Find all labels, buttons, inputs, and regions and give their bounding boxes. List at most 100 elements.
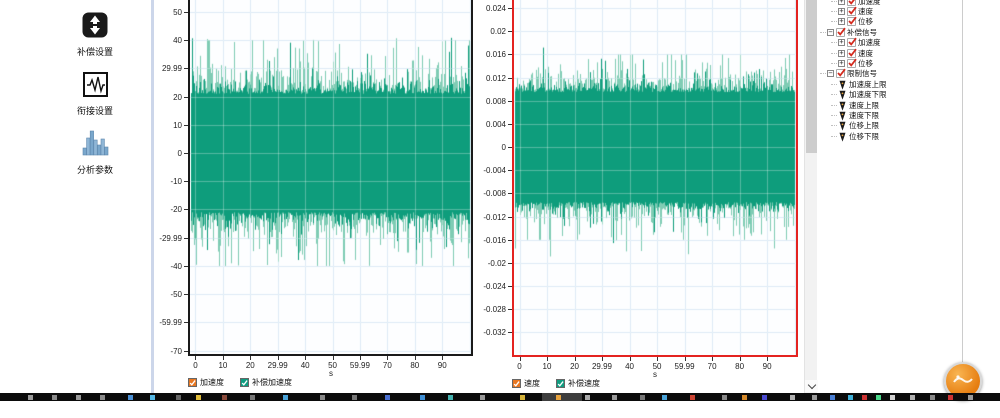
signal-checkbox-icon[interactable]	[836, 68, 846, 79]
taskbar-app-icon[interactable]	[762, 395, 767, 400]
tool-label: 分析参数	[76, 165, 113, 175]
signal-checkbox-icon[interactable]	[847, 6, 857, 16]
taskbar-app-icon[interactable]	[690, 395, 695, 400]
tree-item[interactable]: + 速度	[831, 6, 873, 16]
tree-item[interactable]: 速度上限	[831, 100, 879, 111]
taskbar-app-icon[interactable]	[612, 395, 617, 400]
taskbar-app-icon[interactable]	[556, 395, 561, 400]
tree-item[interactable]: 加速度下限	[831, 90, 887, 100]
tree-expand-toggle[interactable]: −	[827, 27, 834, 36]
tree-item[interactable]: 位移上限	[831, 121, 879, 131]
tree-item[interactable]: + 加速度	[831, 0, 881, 6]
taskbar-app-icon[interactable]	[100, 395, 105, 400]
waveform-canvas	[514, 0, 796, 355]
axis-tick	[414, 356, 416, 360]
taskbar-app-icon[interactable]	[520, 395, 525, 400]
taskbar-app-icon[interactable]	[910, 395, 915, 400]
taskbar-app-icon[interactable]	[352, 395, 357, 400]
x-tick-label: 10	[218, 361, 228, 370]
taskbar-app-icon[interactable]	[420, 395, 425, 400]
taskbar-app-icon[interactable]	[283, 395, 288, 400]
taskbar-app-icon[interactable]	[28, 395, 33, 400]
legend-checkbox[interactable]	[188, 378, 197, 387]
legend-checkbox[interactable]	[512, 379, 521, 388]
axis-tick	[184, 209, 188, 211]
tree-item[interactable]: + 位移	[831, 58, 873, 68]
tree-expand-toggle[interactable]: +	[838, 0, 845, 5]
taskbar-app-icon[interactable]	[385, 395, 390, 400]
taskbar-app-icon[interactable]	[890, 395, 895, 400]
axis-tick	[767, 357, 769, 361]
taskbar-app-icon[interactable]	[662, 395, 667, 400]
scrollbar-thumb[interactable]	[806, 0, 817, 153]
tree-item-label: 限制信号	[847, 69, 877, 79]
taskbar-app-icon[interactable]	[52, 395, 57, 400]
legend-checkbox[interactable]	[240, 378, 249, 387]
tree-item[interactable]: + 位移	[831, 16, 873, 27]
taskbar-app-icon[interactable]	[790, 395, 795, 400]
taskbar-app-icon[interactable]	[448, 395, 453, 400]
tree-item[interactable]: 速度下限	[831, 110, 879, 121]
taskbar-app-icon[interactable]	[742, 395, 747, 400]
tree-expand-toggle[interactable]: +	[838, 17, 845, 26]
tree-item[interactable]: 位移下限	[831, 131, 879, 142]
taskbar-app-icon[interactable]	[930, 395, 935, 400]
tree-item[interactable]: − 补偿信号	[820, 27, 877, 37]
taskbar-app-icon[interactable]	[848, 395, 853, 400]
taskbar-app-icon[interactable]	[250, 395, 255, 400]
tool-analysis-parameters[interactable]: 分析参数	[50, 126, 140, 176]
tree-expand-toggle[interactable]: +	[838, 58, 845, 67]
tool-compensation-settings[interactable]: 补偿设置	[50, 12, 140, 58]
taskbar-app-icon[interactable]	[640, 395, 645, 400]
taskbar-app-icon[interactable]	[480, 395, 485, 400]
tree-item[interactable]: + 加速度	[831, 37, 881, 48]
signal-checkbox-icon[interactable]	[847, 16, 857, 27]
legend-checkbox[interactable]	[556, 379, 565, 388]
taskbar-app-icon[interactable]	[830, 395, 835, 400]
axis-tick	[184, 294, 188, 296]
taskbar-active-slot[interactable]	[542, 393, 582, 401]
signal-checkbox-icon[interactable]	[847, 37, 857, 48]
tree-item[interactable]: + 速度	[831, 48, 873, 58]
taskbar-app-icon[interactable]	[862, 395, 867, 400]
taskbar-app-icon[interactable]	[196, 395, 201, 400]
x-tick-label: 59.99	[349, 361, 370, 370]
tree-expand-toggle[interactable]: +	[838, 38, 845, 47]
taskbar-app-icon[interactable]	[876, 395, 881, 400]
taskbar-app-icon[interactable]	[222, 395, 227, 400]
chart-legend: 速度 补偿速度	[512, 378, 600, 389]
signal-checkbox-icon[interactable]	[847, 48, 857, 58]
tree-item[interactable]: 加速度上限	[831, 79, 887, 90]
taskbar-app-icon[interactable]	[128, 395, 133, 400]
tool-link-settings[interactable]: 衔接设置	[50, 72, 140, 117]
tree-expand-toggle[interactable]: +	[838, 6, 845, 15]
taskbar-app-icon[interactable]	[320, 395, 325, 400]
axis-tick	[547, 357, 548, 361]
tree-expand-toggle[interactable]: +	[838, 48, 845, 57]
taskbar-app-icon[interactable]	[76, 395, 81, 400]
signal-checkbox-icon[interactable]	[847, 0, 856, 6]
taskbar-app-icon[interactable]	[150, 395, 155, 400]
x-tick-label: 50	[652, 362, 662, 371]
pen-icon	[838, 121, 847, 131]
taskbar-app-icon[interactable]	[812, 395, 817, 400]
tree-expand-toggle[interactable]: −	[827, 69, 834, 78]
x-tick-label: 70	[382, 361, 392, 370]
axis-tick	[442, 356, 444, 360]
axis-tick	[712, 357, 714, 361]
signal-checkbox-icon[interactable]	[847, 58, 857, 68]
taskbar-app-icon[interactable]	[948, 395, 953, 400]
scroll-down-button[interactable]	[805, 380, 818, 392]
x-tick-label: 20	[245, 361, 255, 370]
signal-checkbox-icon[interactable]	[836, 27, 846, 37]
tree-item-label: 位移	[858, 17, 873, 27]
tree-item[interactable]: − 限制信号	[820, 68, 877, 79]
taskbar-app-icon[interactable]	[968, 395, 973, 400]
taskbar-app-icon[interactable]	[585, 395, 590, 400]
taskbar-strip[interactable]	[0, 393, 1000, 401]
tree-panel-divider	[962, 0, 963, 390]
taskbar-app-icon[interactable]	[722, 395, 727, 400]
vertical-scrollbar[interactable]	[804, 0, 818, 394]
taskbar-app-icon[interactable]	[176, 395, 181, 400]
x-tick-label: 90	[762, 362, 772, 371]
